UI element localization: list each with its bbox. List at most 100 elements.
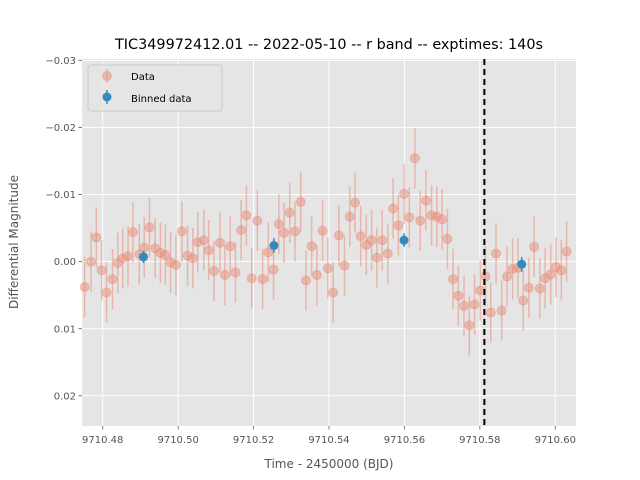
data-point	[219, 270, 230, 281]
data-point	[187, 253, 198, 264]
data-point	[236, 225, 247, 236]
data-point	[328, 287, 339, 298]
x-tick-label: 9710.48	[82, 435, 123, 446]
data-point	[246, 273, 257, 284]
x-tick-label: 9710.54	[308, 435, 349, 446]
y-axis-ticks: −0.03 −0.02 −0.01 0.00 0.01 0.02	[45, 56, 82, 402]
data-series-layer	[79, 128, 572, 356]
data-point	[491, 248, 502, 259]
data-point	[344, 211, 355, 222]
x-axis-ticks: 9710.48 9710.50 9710.52 9710.54 9710.56 9710.…	[82, 426, 576, 446]
binned-series-layer	[138, 233, 527, 272]
binned-point	[399, 235, 409, 245]
data-point	[139, 242, 150, 253]
data-point	[208, 266, 219, 277]
data-point	[203, 245, 214, 256]
data-point	[241, 210, 252, 221]
y-tick-label: 0.01	[54, 324, 76, 335]
data-point	[86, 256, 97, 267]
data-point	[91, 232, 102, 243]
data-point	[409, 153, 420, 164]
data-point	[273, 219, 284, 230]
data-point	[459, 300, 470, 311]
data-point	[252, 215, 263, 226]
data-point	[480, 271, 491, 282]
data-point	[127, 227, 138, 238]
y-tick-label: −0.03	[45, 56, 76, 67]
data-point	[268, 264, 279, 275]
data-point	[420, 195, 431, 206]
data-point	[534, 283, 545, 294]
data-point	[415, 215, 426, 226]
data-point	[469, 299, 480, 310]
data-point	[366, 235, 377, 246]
data-point	[529, 241, 540, 252]
chart-title: TIC349972412.01 -- 2022-05-10 -- r band …	[114, 37, 543, 53]
data-point	[101, 287, 112, 298]
data-point	[556, 265, 567, 276]
data-point	[561, 246, 572, 257]
data-point	[257, 274, 268, 285]
x-tick-label: 9710.60	[535, 435, 576, 446]
data-point	[377, 235, 388, 246]
data-point	[501, 271, 512, 282]
data-point	[442, 233, 453, 244]
data-point	[279, 227, 290, 238]
data-point	[371, 252, 382, 263]
data-point	[350, 197, 361, 208]
data-point	[399, 188, 410, 199]
data-point	[355, 231, 366, 242]
binned-point	[517, 259, 527, 269]
legend-marker-binned	[102, 90, 112, 104]
data-point	[382, 248, 393, 259]
binned-point	[138, 252, 148, 262]
data-point	[215, 237, 226, 248]
data-point	[290, 226, 301, 237]
data-point	[263, 247, 274, 258]
data-point	[300, 275, 311, 286]
data-point	[198, 235, 209, 246]
legend-label-data: Data	[131, 72, 155, 83]
y-tick-label: 0.00	[54, 257, 76, 268]
x-axis-label: Time - 2450000 (BJD)	[264, 457, 394, 471]
x-tick-label: 9710.52	[233, 435, 274, 446]
data-point	[523, 282, 534, 293]
data-point	[496, 305, 507, 316]
legend-label-binned: Binned data	[131, 94, 192, 105]
data-point	[485, 307, 496, 318]
binned-point	[269, 241, 279, 251]
y-tick-label: −0.01	[45, 190, 76, 201]
grid-lines	[82, 59, 576, 426]
data-point	[123, 251, 134, 262]
legend-marker-data	[102, 69, 112, 83]
data-point	[79, 282, 90, 293]
y-tick-label: −0.02	[45, 123, 76, 134]
x-tick-label: 9710.56	[384, 435, 425, 446]
data-point	[393, 220, 404, 231]
data-point	[453, 290, 464, 301]
x-tick-label: 9710.58	[459, 435, 500, 446]
data-point	[448, 274, 459, 285]
data-point	[322, 263, 333, 274]
data-point	[176, 226, 187, 237]
y-tick-label: 0.02	[54, 391, 76, 402]
data-point	[333, 230, 344, 241]
data-point	[388, 203, 399, 214]
data-point	[437, 214, 448, 225]
data-point	[545, 269, 556, 280]
data-point	[518, 295, 529, 306]
data-point	[464, 320, 475, 331]
data-point	[317, 225, 328, 236]
data-point	[404, 212, 415, 223]
data-point	[96, 265, 107, 276]
legend: Data Binned data	[87, 64, 223, 112]
data-point	[230, 267, 241, 278]
y-axis-label: Differential Magnitude	[7, 175, 21, 309]
data-point	[170, 259, 181, 270]
data-point	[284, 207, 295, 218]
data-point	[311, 270, 322, 281]
data-point	[225, 241, 236, 252]
data-point	[160, 249, 171, 260]
data-point	[144, 222, 155, 233]
